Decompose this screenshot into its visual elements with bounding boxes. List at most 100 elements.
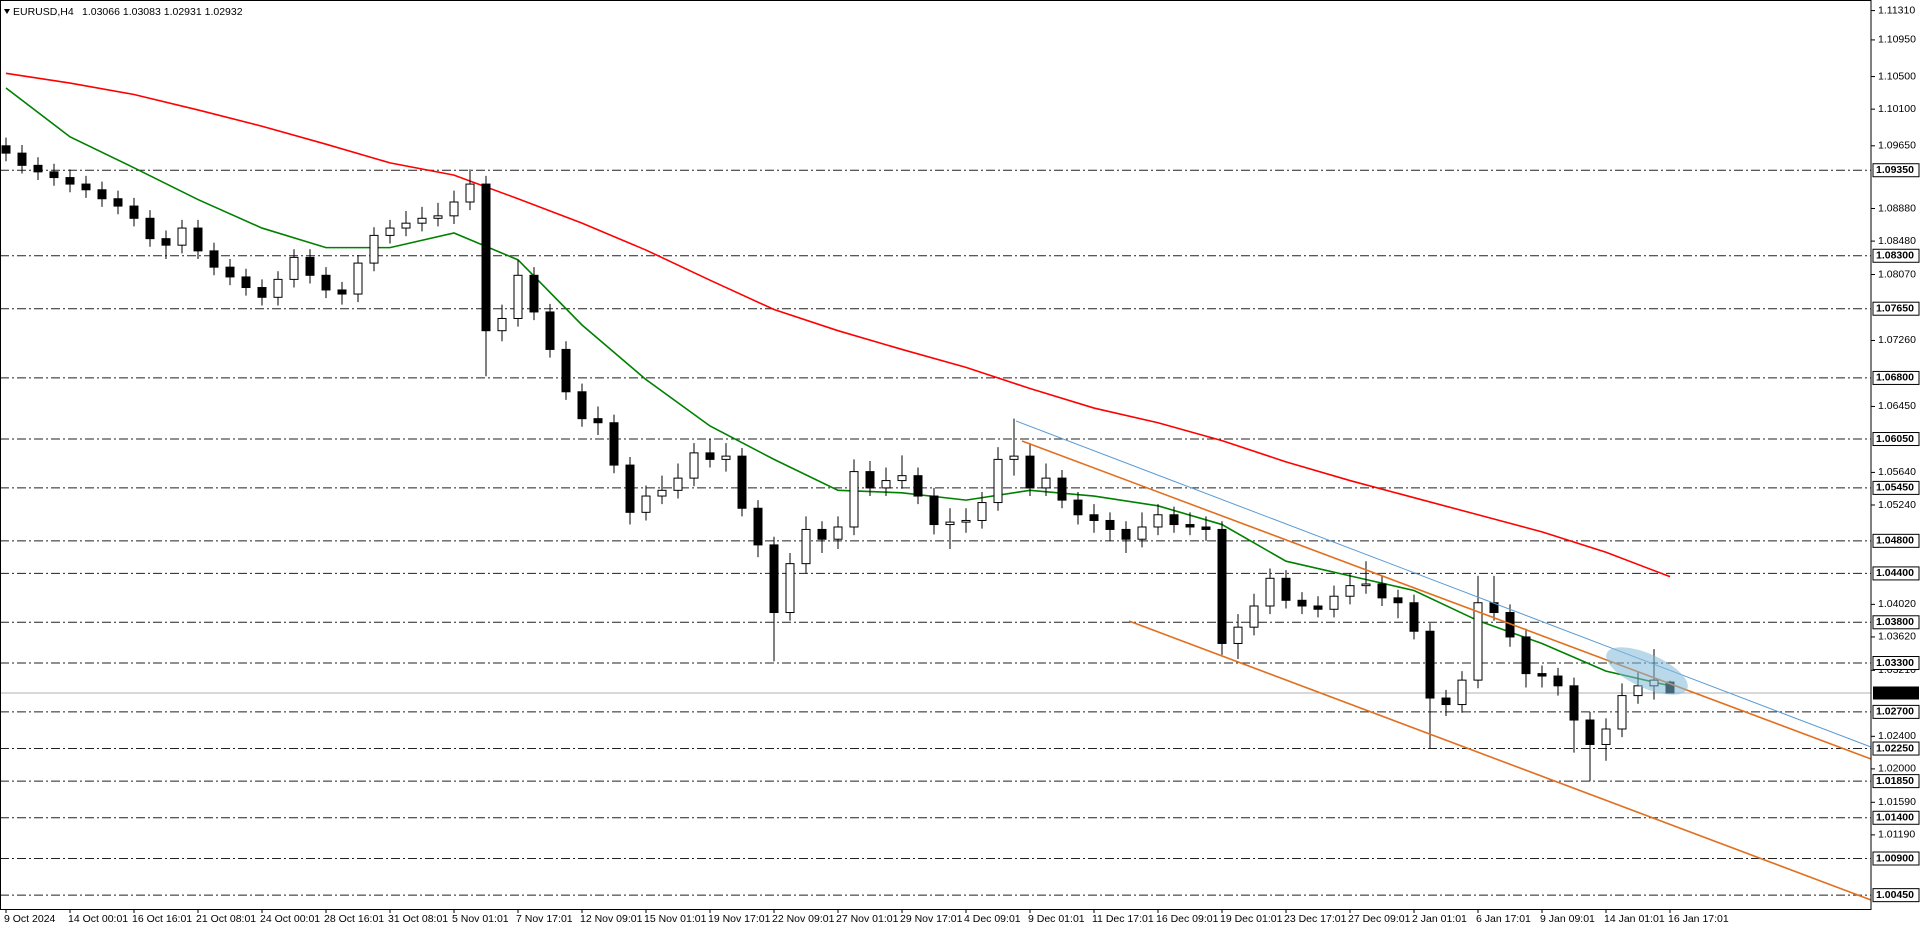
x-tick-label: 9 Oct 2024 (4, 913, 56, 925)
level-box (1872, 163, 1920, 178)
body (305, 256, 315, 276)
x-tick-label: 14 Jan 01:01 (1604, 913, 1665, 925)
body (1521, 636, 1531, 675)
body (801, 528, 811, 565)
x-tick-label: 9 Jan 09:01 (1540, 913, 1595, 925)
body (1601, 728, 1611, 745)
body (1457, 679, 1467, 706)
body (529, 274, 539, 313)
x-tick-label: 24 Oct 00:01 (260, 913, 320, 925)
level-box (1872, 301, 1920, 316)
x-tick-label: 11 Dec 17:01 (1092, 913, 1154, 925)
body (753, 507, 763, 546)
level-label: 1.05450 (1876, 482, 1914, 494)
body (1217, 528, 1227, 644)
y-tick-label: 1.01590 (1878, 796, 1916, 808)
body (545, 311, 555, 350)
level-label: 1.03300 (1876, 657, 1914, 669)
body (1473, 602, 1483, 681)
level-label: 1.02250 (1876, 742, 1914, 754)
moving-average (5, 72, 1671, 578)
y-tick-label: 1.10950 (1878, 34, 1916, 46)
y-tick-label: 1.05240 (1878, 499, 1916, 511)
body (337, 289, 347, 295)
channel-upper (1021, 440, 1872, 760)
body (945, 521, 955, 526)
level-box (1872, 810, 1920, 825)
body (1361, 583, 1371, 587)
body (1393, 597, 1403, 604)
level-label: 1.08300 (1876, 250, 1914, 262)
body (641, 495, 651, 513)
body (1409, 602, 1419, 632)
body (1345, 585, 1355, 597)
moving-average (5, 87, 1671, 687)
body (433, 215, 443, 219)
body (321, 274, 331, 291)
body (721, 455, 731, 460)
body (1121, 528, 1131, 540)
body (273, 278, 283, 298)
x-tick-label: 7 Nov 17:01 (516, 913, 573, 925)
body (289, 256, 299, 280)
moving-averages (5, 72, 1671, 687)
level-label: 1.00450 (1876, 889, 1914, 901)
quote: 1.03066 1.03083 1.02931 1.02932 (82, 6, 243, 18)
body (417, 217, 427, 224)
y-tick-label: 1.06450 (1878, 400, 1916, 412)
body (849, 471, 859, 528)
y-tick-label: 1.02400 (1878, 730, 1916, 742)
body (97, 189, 107, 200)
body (1281, 577, 1291, 601)
x-tick-label: 15 Nov 01:01 (644, 913, 707, 925)
body (113, 198, 123, 207)
level-label: 1.01400 (1876, 812, 1914, 824)
body (929, 495, 939, 526)
level-label: 1.02700 (1876, 706, 1914, 718)
level-box (1872, 774, 1920, 789)
level-box (1872, 533, 1920, 548)
body (673, 477, 683, 491)
x-tick-label: 19 Nov 17:01 (708, 913, 771, 925)
x-tick-label: 16 Dec 09:01 (1156, 913, 1219, 925)
body (353, 262, 363, 295)
x-tick-label: 16 Jan 17:01 (1668, 913, 1729, 925)
x-tick-label: 22 Nov 09:01 (772, 913, 835, 925)
y-tick-label: 1.10500 (1878, 70, 1916, 82)
y-tick-label: 1.08880 (1878, 202, 1916, 214)
body (1249, 605, 1259, 628)
x-tick-label: 14 Oct 00:01 (68, 913, 128, 925)
body (65, 177, 75, 185)
menu-icon[interactable] (4, 9, 10, 14)
level-box (1872, 704, 1920, 719)
plot-border (0, 0, 1872, 910)
body (1553, 675, 1563, 687)
x-tick-label: 23 Dec 17:01 (1284, 913, 1347, 925)
body (625, 464, 635, 513)
x-tick-label: 9 Dec 01:01 (1028, 913, 1085, 925)
body (161, 238, 171, 246)
body (209, 250, 219, 268)
x-tick-label: 16 Oct 16:01 (132, 913, 192, 925)
body (177, 227, 187, 246)
body (881, 480, 891, 489)
y-tick-label: 1.05640 (1878, 466, 1916, 478)
body (369, 234, 379, 264)
body (81, 183, 91, 191)
drawings (1015, 420, 1872, 901)
level-label: 1.04400 (1876, 567, 1914, 579)
body (561, 348, 571, 393)
body (401, 222, 411, 229)
body (1441, 697, 1451, 706)
y-tick-label: 1.10100 (1878, 103, 1916, 115)
level-label: 1.09350 (1876, 164, 1914, 176)
body (1057, 477, 1067, 501)
body (1041, 477, 1051, 489)
level-box (1872, 615, 1920, 630)
level-box (1872, 480, 1920, 495)
x-tick-label: 27 Dec 09:01 (1348, 913, 1411, 925)
candles (1, 137, 1675, 782)
time-axis: 9 Oct 2024 14 Oct 00:01 16 Oct 16:01 21 Oct… (4, 909, 1729, 925)
body (257, 287, 267, 298)
